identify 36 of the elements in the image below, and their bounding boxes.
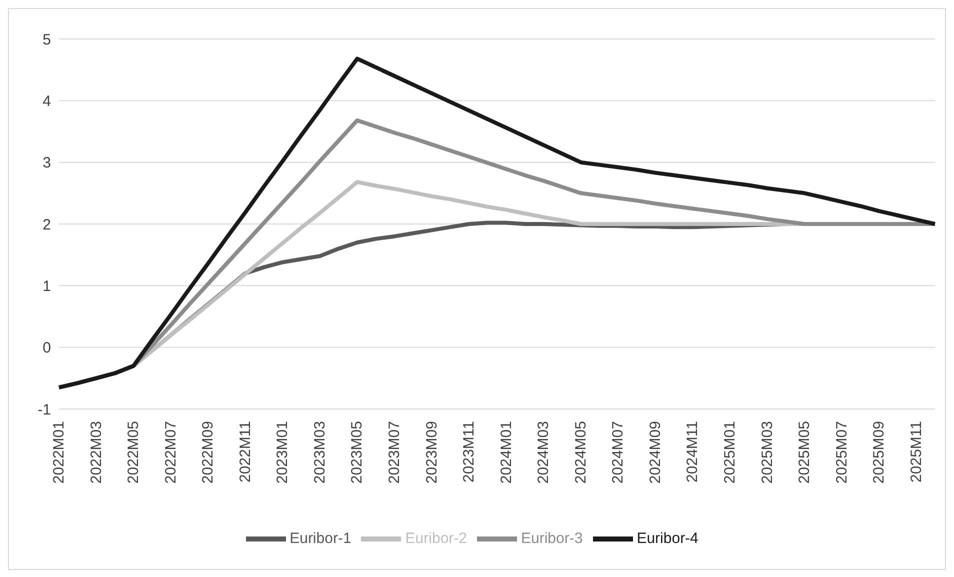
x-tick-label: 2022M05 xyxy=(125,421,142,484)
x-tick-label: 2024M11 xyxy=(684,421,702,482)
x-tick-label: 2024M09 xyxy=(646,421,664,484)
x-tick-label: 2025M01 xyxy=(721,421,738,484)
line-series xyxy=(57,56,937,390)
x-tick-label: 2024M03 xyxy=(535,421,552,484)
x-tick-label: 2022M07 xyxy=(162,421,180,484)
y-tick-label: 0 xyxy=(42,340,51,357)
x-tick-label: 2025M07 xyxy=(833,421,850,484)
legend-label: Euribor-1 xyxy=(290,530,352,547)
x-tick-label: 2024M01 xyxy=(498,421,515,484)
x-tick-label: 2022M11 xyxy=(236,421,254,482)
x-tick-label: 2025M03 xyxy=(758,421,776,484)
legend-label: Euribor-2 xyxy=(405,530,467,547)
legend-label: Euribor-3 xyxy=(521,530,583,547)
x-tick-label: 2025M11 xyxy=(908,421,925,482)
x-tick-label: 2025M05 xyxy=(796,421,814,484)
y-tick-label: 5 xyxy=(42,31,51,48)
legend-label: Euribor-4 xyxy=(636,530,698,547)
x-tick-label: 2022M03 xyxy=(88,421,105,484)
x-tick-label: 2023M05 xyxy=(348,421,366,484)
x-tick-label: 2024M07 xyxy=(610,421,627,484)
y-tick-label: -1 xyxy=(38,401,51,418)
x-tick-label: 2023M01 xyxy=(274,421,292,484)
x-tick-label: 2022M01 xyxy=(50,421,68,484)
y-tick-label: 3 xyxy=(42,154,51,172)
y-tick-label: 2 xyxy=(42,216,51,234)
y-tick-label: 1 xyxy=(42,278,51,295)
x-tick-label: 2023M03 xyxy=(311,421,328,484)
x-tick-label: 2024M05 xyxy=(572,421,590,484)
x-tick-label: 2022M09 xyxy=(200,421,217,484)
x-tick-label: 2025M09 xyxy=(870,421,888,484)
x-tick-label: 2023M09 xyxy=(423,421,440,484)
y-tick-label: 4 xyxy=(42,92,51,110)
x-tick-label: 2023M11 xyxy=(460,421,478,482)
x-tick-label: 2023M07 xyxy=(386,421,403,484)
